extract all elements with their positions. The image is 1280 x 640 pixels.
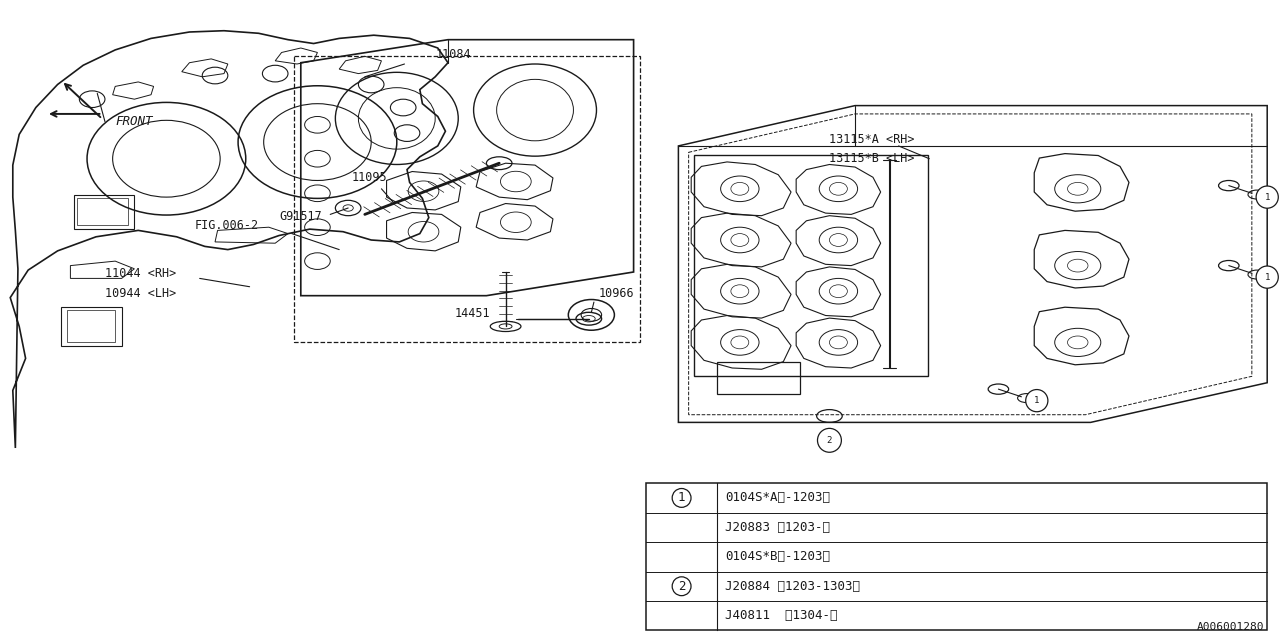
Circle shape [1025,390,1048,412]
Text: 14451: 14451 [454,307,490,320]
Text: FIG.006-2: FIG.006-2 [195,219,259,232]
Text: G91517: G91517 [279,210,321,223]
Circle shape [672,577,691,596]
Text: 1: 1 [1034,396,1039,405]
Text: 1: 1 [1265,273,1270,282]
Text: 13115*B <LH>: 13115*B <LH> [829,152,915,165]
Text: 11095: 11095 [352,172,388,184]
Text: 2: 2 [678,580,685,593]
Text: FRONT: FRONT [115,115,152,128]
Text: J40811  （1304-）: J40811 （1304-） [724,609,837,622]
Text: 11084: 11084 [435,48,471,61]
Circle shape [1256,186,1279,208]
Text: J20884 （1203-1303）: J20884 （1203-1303） [724,580,860,593]
Text: J20883 （1203-）: J20883 （1203-） [724,521,829,534]
Text: 10966: 10966 [599,287,635,300]
Text: 1: 1 [678,492,685,504]
Circle shape [672,488,691,508]
Bar [646,483,1267,630]
Text: 2: 2 [827,436,832,445]
Circle shape [818,428,841,452]
Text: 1: 1 [1265,193,1270,202]
Text: A006001280: A006001280 [1197,622,1265,632]
Text: 11044 <RH>: 11044 <RH> [105,268,177,280]
Text: 13115*A <RH>: 13115*A <RH> [829,133,915,146]
Text: 0104S*B（-1203）: 0104S*B（-1203） [724,550,829,563]
Circle shape [1256,266,1279,288]
Text: 10944 <LH>: 10944 <LH> [105,287,177,300]
Text: 0104S*A（-1203）: 0104S*A（-1203） [724,492,829,504]
